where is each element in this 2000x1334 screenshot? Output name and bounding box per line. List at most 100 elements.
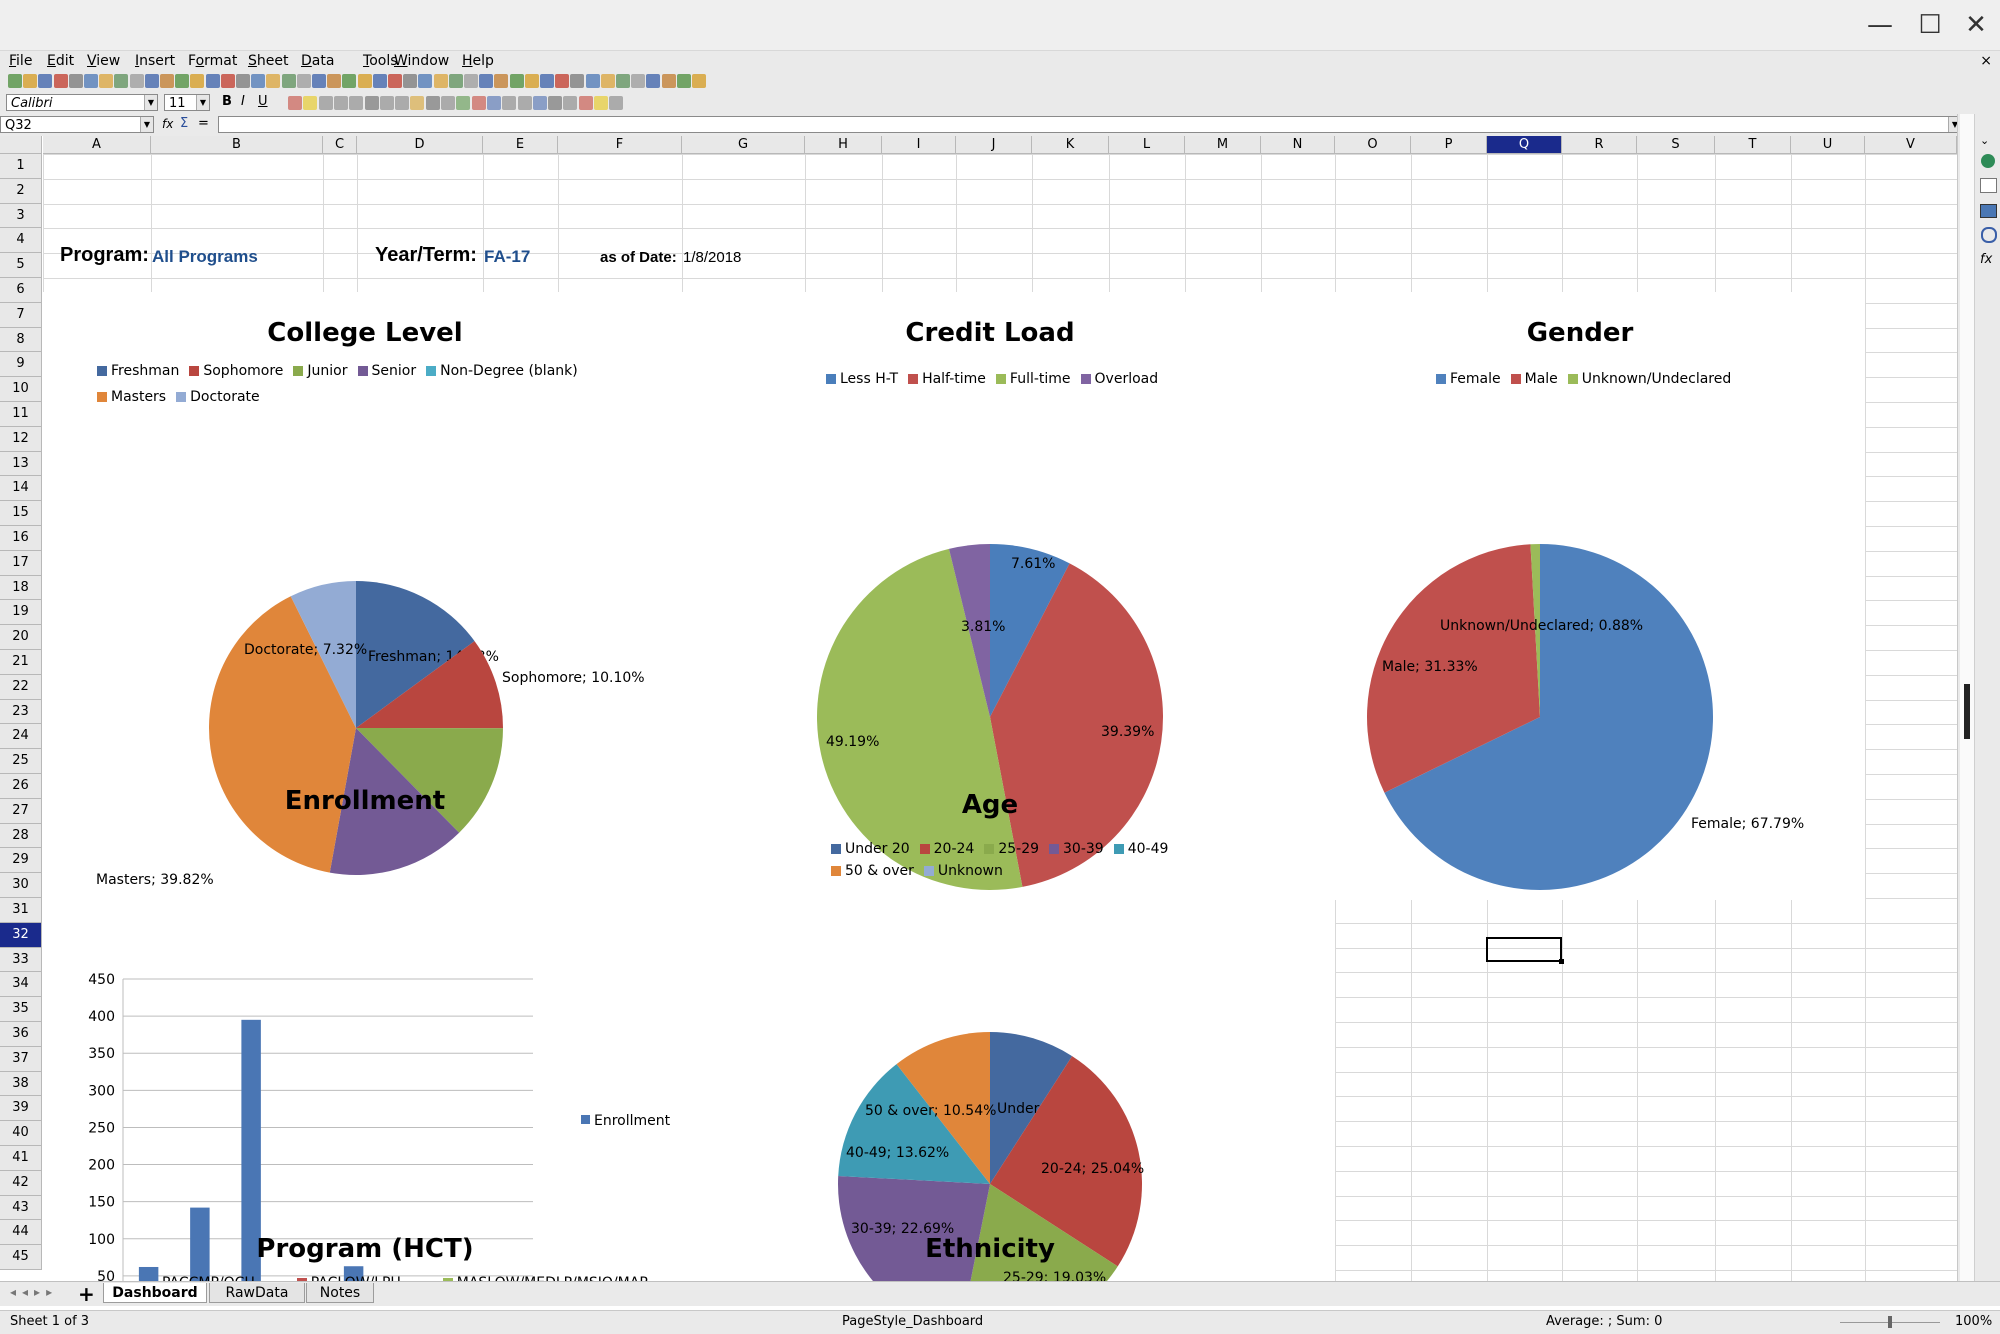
row-header[interactable]: 41	[0, 1146, 42, 1171]
font-name-select[interactable]: Calibri ▼	[6, 94, 158, 111]
pie-slice[interactable]	[960, 1184, 1118, 1281]
close-button[interactable]: ✕	[1965, 10, 1987, 40]
row-header[interactable]: 43	[0, 1195, 42, 1221]
toolbar-button-icon[interactable]	[220, 74, 235, 88]
column-header[interactable]: C	[323, 136, 357, 154]
row-header[interactable]: 21	[0, 650, 42, 675]
sheet-tab[interactable]: Dashboard	[103, 1283, 207, 1303]
row-header[interactable]: 20	[0, 625, 42, 650]
bar[interactable]	[241, 1019, 261, 1281]
toolbar-button-icon[interactable]	[175, 74, 190, 88]
toolbar-button-icon[interactable]	[266, 74, 281, 88]
zoom-slider-thumb[interactable]	[1888, 1316, 1892, 1328]
font-size-select[interactable]: 11 ▼	[164, 94, 210, 111]
toolbar-button-icon[interactable]	[646, 74, 661, 88]
row-header[interactable]: 26	[0, 774, 42, 799]
pie-slice[interactable]	[356, 581, 475, 728]
toolbar-button-icon[interactable]	[425, 96, 440, 110]
toolbar-button-icon[interactable]	[190, 74, 205, 88]
toolbar-button-icon[interactable]	[342, 74, 357, 88]
row-header[interactable]: 13	[0, 451, 42, 477]
row-header[interactable]: 40	[0, 1121, 42, 1146]
column-header[interactable]: H	[805, 136, 882, 154]
toolbar-button-icon[interactable]	[129, 74, 144, 88]
toolbar-button-icon[interactable]	[288, 96, 302, 110]
select-all-corner[interactable]	[0, 136, 42, 154]
toolbar-button-icon[interactable]	[372, 74, 387, 88]
toolbar-button-icon[interactable]	[236, 74, 250, 88]
pie-slice[interactable]	[990, 563, 1163, 887]
pie-slice[interactable]	[356, 641, 503, 729]
toolbar-button-icon[interactable]	[410, 96, 425, 110]
navigator-icon[interactable]	[1981, 227, 1997, 243]
toolbar-button-icon[interactable]	[479, 74, 494, 88]
sum-icon[interactable]: Σ	[180, 116, 189, 131]
column-header[interactable]: V	[1865, 136, 1957, 154]
fill-handle[interactable]	[1559, 959, 1564, 964]
toolbar-button-icon[interactable]	[563, 96, 578, 110]
formula-icon[interactable]: =	[198, 116, 209, 131]
row-header[interactable]: 4	[0, 228, 42, 254]
column-header[interactable]: G	[682, 136, 805, 154]
toolbar-button-icon[interactable]	[8, 74, 22, 88]
toolbar-button-icon[interactable]	[312, 74, 326, 88]
toolbar-button-icon[interactable]	[38, 74, 53, 88]
column-header[interactable]: N	[1261, 136, 1335, 154]
toolbar-button-icon[interactable]	[448, 74, 463, 88]
toolbar-button-icon[interactable]	[318, 96, 333, 110]
toolbar-button-icon[interactable]	[403, 74, 418, 88]
row-header[interactable]: 17	[0, 550, 42, 576]
toolbar-button-icon[interactable]	[692, 74, 706, 88]
row-header[interactable]: 10	[0, 377, 42, 402]
menu-item[interactable]: Window	[391, 52, 452, 70]
toolbar-button-icon[interactable]	[357, 74, 372, 88]
toolbar-button-icon[interactable]	[333, 96, 348, 110]
menu-item[interactable]: Format	[185, 52, 240, 70]
row-header[interactable]: 29	[0, 848, 42, 874]
row-header[interactable]: 6	[0, 278, 42, 303]
toolbar-button-icon[interactable]	[205, 74, 220, 88]
row-header[interactable]: 5	[0, 253, 42, 278]
italic-button[interactable]: I	[241, 94, 245, 109]
sheet-tab[interactable]: Notes	[306, 1283, 374, 1303]
row-header[interactable]: 44	[0, 1220, 42, 1246]
toolbar-button-icon[interactable]	[303, 96, 318, 110]
menu-item[interactable]: View	[84, 52, 123, 70]
menu-item[interactable]: Data	[298, 52, 337, 70]
bar[interactable]	[190, 1207, 210, 1281]
row-header[interactable]: 28	[0, 823, 42, 849]
pie-slice[interactable]	[329, 728, 460, 875]
pie-slice[interactable]	[208, 596, 356, 873]
toolbar-button-icon[interactable]	[616, 74, 630, 88]
row-header[interactable]: 16	[0, 526, 42, 551]
column-header[interactable]: B	[151, 136, 323, 154]
row-header[interactable]: 38	[0, 1071, 42, 1097]
row-header[interactable]: 25	[0, 749, 42, 774]
pie-slice[interactable]	[1530, 544, 1540, 717]
row-header[interactable]: 2	[0, 178, 42, 204]
toolbar-button-icon[interactable]	[144, 74, 159, 88]
minimize-button[interactable]: —	[1867, 10, 1893, 40]
toolbar-button-icon[interactable]	[327, 74, 342, 88]
toolbar-button-icon[interactable]	[68, 74, 83, 88]
pie-slice[interactable]	[896, 1032, 990, 1184]
gallery-icon[interactable]	[1980, 204, 1997, 218]
toolbar-button-icon[interactable]	[471, 96, 486, 110]
toolbar-button-icon[interactable]	[600, 74, 615, 88]
toolbar-button-icon[interactable]	[676, 74, 691, 88]
row-header[interactable]: 31	[0, 898, 42, 923]
pie-slice[interactable]	[290, 581, 356, 728]
column-header[interactable]: L	[1109, 136, 1185, 154]
toolbar-button-icon[interactable]	[502, 96, 517, 110]
toolbar-button-icon[interactable]	[540, 74, 554, 88]
sidebar-collapse-handle[interactable]	[1964, 684, 1970, 739]
toolbar-button-icon[interactable]	[395, 96, 410, 110]
toolbar-button-icon[interactable]	[570, 74, 585, 88]
row-header[interactable]: 1	[0, 154, 42, 179]
row-header[interactable]: 23	[0, 699, 42, 725]
toolbar-button-icon[interactable]	[532, 96, 547, 110]
pie-slice[interactable]	[990, 1056, 1142, 1267]
zoom-level[interactable]: 100%	[1955, 1314, 1993, 1329]
toolbar-button-icon[interactable]	[585, 74, 600, 88]
